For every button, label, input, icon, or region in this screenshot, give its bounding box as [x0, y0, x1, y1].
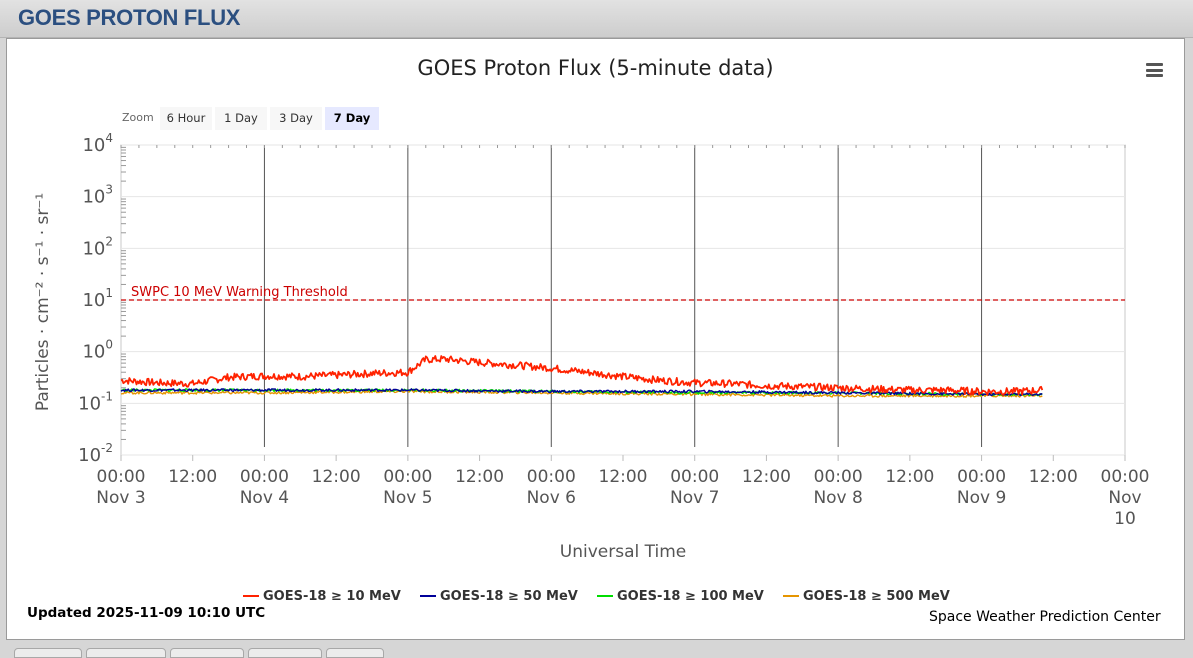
- series-line: [120, 388, 1043, 397]
- x-tick-label: 12:00: [885, 467, 934, 487]
- bottom-tab-bar: [0, 642, 1193, 653]
- x-date-label: Nov: [1108, 488, 1141, 508]
- y-tick-label: 100: [82, 338, 113, 363]
- y-tick-label: 104: [82, 131, 113, 156]
- series-line: [120, 355, 1044, 396]
- x-tick-label: 12:00: [455, 467, 504, 487]
- updated-timestamp: Updated 2025-11-09 10:10 UTC: [27, 605, 266, 621]
- legend-item: GOES-18 ≥ 10 MeV: [263, 589, 401, 604]
- zoom-label: Zoom: [122, 111, 154, 124]
- y-tick-label: 101: [82, 286, 113, 311]
- x-date-label: Nov 7: [670, 488, 719, 508]
- y-tick-label: 10-2: [78, 441, 113, 466]
- x-tick-label: 00:00: [527, 467, 576, 487]
- x-tick-label: 00:00: [1101, 467, 1150, 487]
- y-tick-label: 102: [82, 234, 113, 259]
- page-title: GOES PROTON FLUX: [18, 5, 241, 30]
- series-line: [120, 389, 1043, 398]
- y-tick-label: 103: [82, 183, 113, 208]
- bottom-tab[interactable]: [326, 648, 384, 658]
- hamburger-menu-icon[interactable]: [1146, 63, 1163, 77]
- bottom-tab[interactable]: [170, 648, 244, 658]
- x-tick-label: 00:00: [670, 467, 719, 487]
- zoom-3-day-button[interactable]: 3 Day: [270, 107, 322, 130]
- bottom-tab[interactable]: [86, 648, 166, 658]
- warning-threshold-label: SWPC 10 MeV Warning Threshold: [131, 285, 348, 300]
- bottom-tab[interactable]: [14, 648, 82, 658]
- x-tick-label: 12:00: [1029, 467, 1078, 487]
- x-tick-label: 12:00: [599, 467, 648, 487]
- x-tick-label: 00:00: [240, 467, 289, 487]
- page-header: GOES PROTON FLUX: [0, 0, 1193, 38]
- x-date-label: Nov 4: [240, 488, 289, 508]
- legend-item: GOES-18 ≥ 100 MeV: [617, 589, 764, 604]
- x-tick-label: 12:00: [742, 467, 791, 487]
- bottom-tab[interactable]: [248, 648, 322, 658]
- x-date-label: Nov 9: [957, 488, 1006, 508]
- legend-item: GOES-18 ≥ 500 MeV: [803, 589, 950, 604]
- legend-item: GOES-18 ≥ 50 MeV: [440, 589, 578, 604]
- y-tick-label: 10-1: [78, 389, 113, 414]
- x-tick-label: 00:00: [814, 467, 863, 487]
- x-date-label: Nov 3: [96, 488, 145, 508]
- chart-title: GOES Proton Flux (5-minute data): [417, 56, 774, 80]
- x-tick-label: 12:00: [312, 467, 361, 487]
- x-date-label: 10: [1114, 509, 1136, 529]
- zoom-7-day-button[interactable]: 7 Day: [325, 107, 379, 130]
- x-axis-title: Universal Time: [560, 542, 686, 562]
- x-tick-label: 00:00: [97, 467, 146, 487]
- x-tick-label: 00:00: [957, 467, 1006, 487]
- credit-label: Space Weather Prediction Center: [929, 609, 1161, 625]
- x-date-label: Nov 5: [383, 488, 432, 508]
- x-tick-label: 00:00: [383, 467, 432, 487]
- zoom-1-day-button[interactable]: 1 Day: [215, 107, 267, 130]
- x-date-label: Nov 6: [527, 488, 576, 508]
- x-date-label: Nov 8: [813, 488, 862, 508]
- x-tick-label: 12:00: [168, 467, 217, 487]
- y-axis-title: Particles · cm⁻² · s⁻¹ · sr⁻¹: [33, 193, 53, 411]
- series-line: [120, 388, 1043, 397]
- zoom-6-hour-button[interactable]: 6 Hour: [160, 107, 212, 130]
